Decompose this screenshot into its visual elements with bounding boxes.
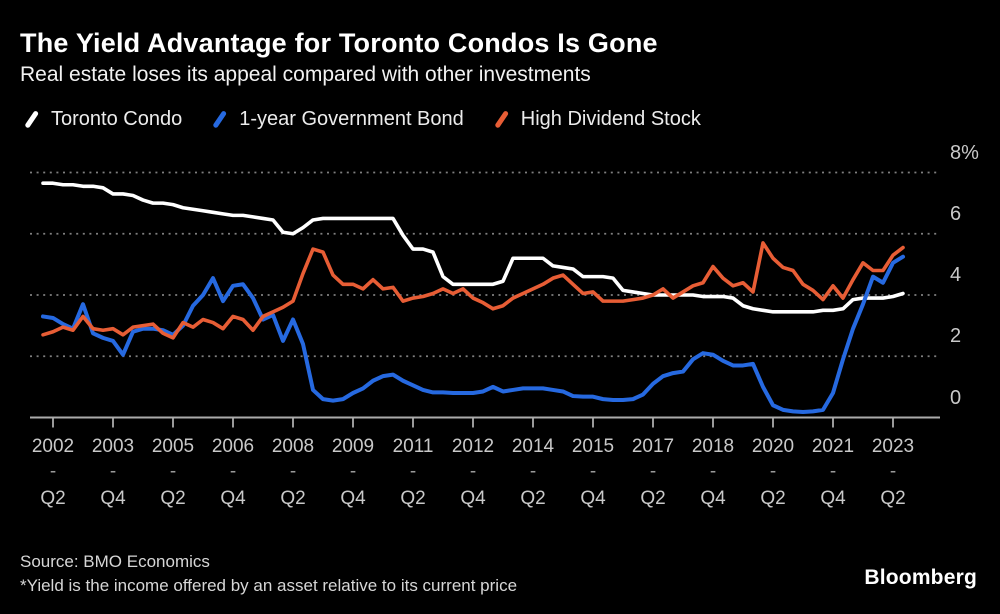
legend: Toronto Condo 1-year Government Bond Hig… — [22, 108, 701, 131]
x-axis-year: 2020 — [751, 436, 795, 457]
x-axis-label: 2017 - Q2 — [632, 436, 674, 510]
y-axis-label: 8% — [950, 141, 979, 164]
x-axis-quarter: Q2 — [880, 488, 906, 509]
x-axis-year: 2023 — [871, 436, 915, 457]
legend-label: High Dividend Stock — [520, 108, 701, 130]
y-axis-label: 4 — [950, 264, 962, 286]
x-axis-label: 2002 - Q2 — [32, 436, 74, 510]
x-axis-label: 2006 - Q4 — [212, 436, 254, 510]
legend-item-toronto-condo: Toronto Condo — [22, 108, 182, 131]
x-axis-year: 2005 — [151, 436, 195, 457]
source-note: Source: BMO Economics — [20, 552, 210, 571]
x-axis-year: 2008 — [271, 436, 315, 457]
x-axis-separator: - — [649, 461, 657, 482]
x-axis-year: 2003 — [91, 436, 135, 457]
x-axis-separator: - — [169, 461, 177, 482]
x-axis-year: 2012 — [451, 436, 495, 457]
x-axis-separator: - — [589, 461, 597, 482]
x-axis-quarter: Q2 — [400, 488, 426, 509]
x-axis-quarter: Q4 — [460, 488, 486, 509]
x-axis-separator: - — [769, 461, 777, 482]
x-axis-quarter: Q4 — [100, 488, 126, 509]
x-axis-quarter: Q2 — [520, 488, 546, 509]
chart-title: The Yield Advantage for Toronto Condos I… — [20, 28, 658, 58]
legend-label: 1-year Government Bond — [239, 108, 464, 130]
x-axis-label: 2008 - Q2 — [272, 436, 314, 510]
x-axis-quarter: Q4 — [820, 488, 846, 509]
x-axis-label: 2009 - Q4 — [332, 436, 374, 510]
legend-item-government-bond: 1-year Government Bond — [210, 108, 464, 131]
x-axis-separator: - — [289, 461, 297, 482]
x-axis-quarter: Q2 — [640, 488, 666, 509]
x-axis-quarter: Q2 — [160, 488, 186, 509]
x-axis-separator: - — [889, 461, 897, 482]
x-axis-separator: - — [349, 461, 357, 482]
series-line-high-dividend-stock — [41, 241, 905, 340]
x-axis-quarter: Q4 — [580, 488, 606, 509]
series-line-1-year-government-bond — [41, 254, 905, 414]
x-axis-separator: - — [469, 461, 477, 482]
x-axis-separator: - — [109, 461, 117, 482]
x-axis-label: 2020 - Q2 — [752, 436, 794, 510]
x-axis-year: 2015 — [571, 436, 615, 457]
series-line-toronto-condo — [41, 181, 905, 314]
chart-subtitle: Real estate loses its appeal compared wi… — [20, 63, 591, 86]
x-axis-quarter: Q2 — [760, 488, 786, 509]
x-axis-separator: - — [49, 461, 57, 482]
x-axis-year: 2009 — [331, 436, 375, 457]
y-axis-label: 2 — [950, 325, 962, 348]
x-axis-quarter: Q2 — [40, 488, 66, 509]
x-axis-year: 2002 — [31, 436, 75, 457]
x-axis-year: 2021 — [811, 436, 855, 457]
x-axis-separator: - — [529, 461, 537, 482]
x-axis-separator: - — [709, 461, 717, 482]
x-axis-separator: - — [409, 461, 417, 482]
x-axis-year: 2014 — [511, 436, 555, 457]
x-axis-label: 2003 - Q4 — [92, 436, 134, 510]
x-axis-label: 2021 - Q4 — [812, 436, 854, 510]
bloomberg-logo: Bloomberg — [864, 566, 977, 589]
legend-item-high-dividend-stock: High Dividend Stock — [492, 108, 701, 131]
x-axis-separator: - — [829, 461, 837, 482]
x-axis-quarter: Q4 — [220, 488, 246, 509]
x-axis-label: 2018 - Q4 — [692, 436, 734, 510]
x-axis-label: 2012 - Q4 — [452, 436, 494, 510]
x-axis-year: 2011 — [392, 436, 434, 457]
x-axis-label: 2015 - Q4 — [572, 436, 614, 510]
x-axis-quarter: Q2 — [280, 488, 306, 509]
x-axis-label: 2014 - Q2 — [512, 436, 554, 510]
x-axis-year: 2018 — [691, 436, 735, 457]
y-axis-label: 0 — [950, 386, 962, 409]
x-axis-quarter: Q4 — [700, 488, 726, 509]
x-axis-label: 2005 - Q2 — [152, 436, 194, 510]
x-axis-year: 2017 — [631, 436, 675, 457]
y-axis-label: 6 — [950, 202, 962, 225]
x-axis-quarter: Q4 — [340, 488, 366, 509]
legend-label: Toronto Condo — [51, 108, 183, 130]
x-axis-separator: - — [229, 461, 237, 482]
yield-definition-note: *Yield is the income offered by an asset… — [20, 576, 518, 595]
x-axis-label: 2011 - Q2 — [393, 436, 434, 510]
x-axis-label: 2023 - Q2 — [872, 436, 914, 510]
x-axis-year: 2006 — [211, 436, 255, 457]
